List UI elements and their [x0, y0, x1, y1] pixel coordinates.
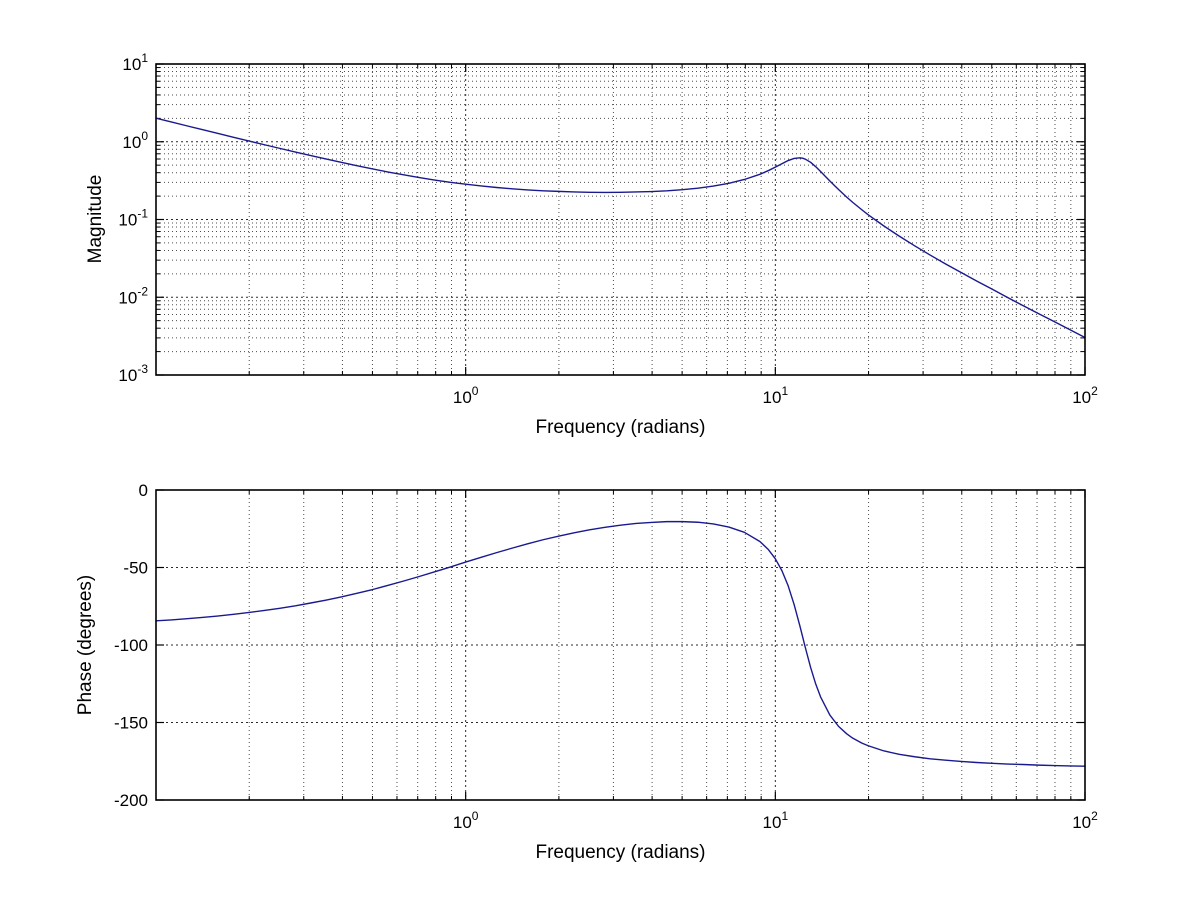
phase-y-tick-label: 0 [139, 481, 148, 500]
magnitude-curve [155, 117, 1086, 339]
magnitude-y-tick-label: 101 [122, 51, 148, 74]
magnitude-x-axis-label: Frequency (radians) [535, 417, 706, 438]
magnitude-x-tick-label: 100 [453, 384, 479, 407]
phase-y-axis-label: Phase (degrees) [75, 574, 96, 716]
phase-x-tick-label: 102 [1072, 809, 1098, 832]
magnitude-x-tick-label: 101 [763, 384, 789, 407]
magnitude-y-tick-label: 10-2 [118, 284, 148, 307]
phase-plot: 100 101 102 0 -50 -100 -150 -200 [114, 481, 1098, 832]
magnitude-y-axis-label: Magnitude [85, 174, 106, 264]
phase-x-tick-label: 101 [763, 809, 789, 832]
phase-x-tick-label: 100 [453, 809, 479, 832]
phase-axes-box [155, 489, 1086, 801]
magnitude-axes-box [155, 63, 1086, 376]
magnitude-y-tick-label: 10-3 [118, 362, 148, 385]
magnitude-y-tick-label: 10-1 [118, 207, 148, 230]
phase-x-axis-label: Frequency (radians) [535, 842, 706, 863]
phase-y-tick-label: -50 [123, 559, 148, 578]
phase-y-tick-label: -150 [114, 714, 148, 733]
magnitude-y-tick-label: 100 [122, 129, 148, 152]
magnitude-x-tick-label: 102 [1072, 384, 1098, 407]
magnitude-plot: 100 101 102 101 100 10-1 10-2 10-3 [118, 51, 1098, 407]
phase-curve [155, 520, 1086, 767]
phase-y-tick-label: -200 [114, 791, 148, 810]
phase-y-tick-label: -100 [114, 636, 148, 655]
